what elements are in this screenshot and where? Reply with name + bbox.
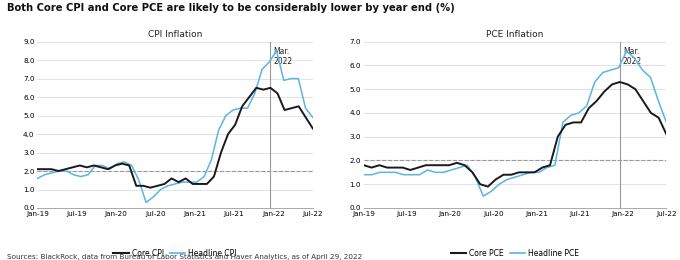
Title: CPI Inflation: CPI Inflation — [148, 30, 202, 40]
Text: Both Core CPI and Core PCE are likely to be considerably lower by year end (%): Both Core CPI and Core PCE are likely to… — [7, 3, 454, 12]
Text: Mar.
2022: Mar. 2022 — [273, 47, 292, 66]
Text: Sources: BlackRock, data from Bureau of Labor Statistics and Haver Analytics, as: Sources: BlackRock, data from Bureau of … — [7, 254, 362, 260]
Text: Mar.
2022: Mar. 2022 — [623, 47, 642, 66]
Title: PCE Inflation: PCE Inflation — [486, 30, 544, 40]
Legend: Core PCE, Headline PCE: Core PCE, Headline PCE — [448, 246, 582, 260]
Legend: Core CPI, Headline CPI: Core CPI, Headline CPI — [110, 246, 240, 260]
